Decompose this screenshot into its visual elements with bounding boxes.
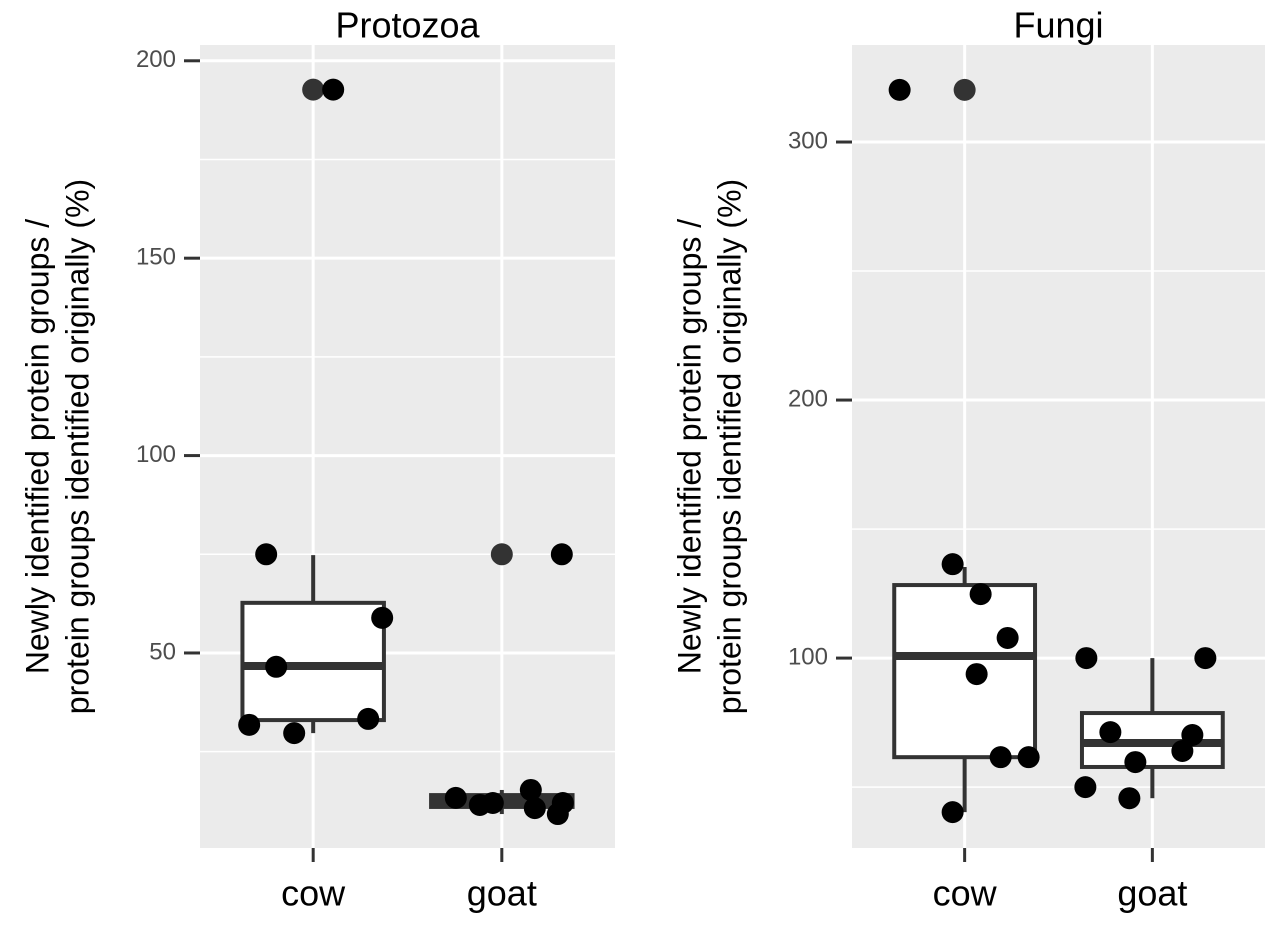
point xyxy=(265,655,288,678)
point xyxy=(444,786,467,809)
point xyxy=(519,778,542,801)
point xyxy=(322,78,345,101)
point xyxy=(550,543,573,566)
plot-background xyxy=(200,45,615,848)
point xyxy=(357,707,380,730)
point xyxy=(888,78,911,101)
point xyxy=(1171,739,1194,762)
point xyxy=(989,746,1012,769)
chart-title: Fungi xyxy=(1013,5,1103,46)
box xyxy=(240,600,386,723)
x-tick-label: cow xyxy=(933,873,998,914)
y-axis-title: Newly identified protein groups / xyxy=(671,219,707,674)
point xyxy=(255,543,278,566)
x-tick-label: cow xyxy=(281,873,346,914)
point xyxy=(371,606,394,629)
point xyxy=(523,797,546,820)
y-tick-label: 200 xyxy=(136,46,176,73)
outlier xyxy=(302,78,325,101)
chart-title: Protozoa xyxy=(335,5,480,46)
point xyxy=(551,791,574,814)
point xyxy=(996,626,1019,649)
point xyxy=(283,722,306,745)
y-tick-label: 50 xyxy=(149,638,176,665)
point xyxy=(941,553,964,576)
x-tick-label: goat xyxy=(1117,873,1187,914)
y-tick-label: 100 xyxy=(136,441,176,468)
point xyxy=(965,663,988,686)
point xyxy=(1181,723,1204,746)
point xyxy=(969,583,992,606)
outlier xyxy=(490,543,513,566)
y-tick-label: 100 xyxy=(788,643,828,670)
y-axis-title: Newly identified protein groups / xyxy=(19,219,55,674)
y-axis-title: protein groups identified originally (%) xyxy=(59,179,95,714)
y-tick-label: 150 xyxy=(136,244,176,271)
y-tick-label: 300 xyxy=(788,127,828,154)
point xyxy=(1074,776,1097,799)
box xyxy=(892,583,1038,760)
point xyxy=(238,713,261,736)
point xyxy=(941,801,964,824)
point xyxy=(1124,751,1147,774)
point xyxy=(1017,746,1040,769)
point xyxy=(1075,647,1098,670)
point xyxy=(481,791,504,814)
point xyxy=(1099,721,1122,744)
outlier xyxy=(953,78,976,101)
point xyxy=(1118,787,1141,810)
y-axis-title: protein groups identified originally (%) xyxy=(711,179,747,714)
x-tick-label: goat xyxy=(467,873,537,914)
y-tick-label: 200 xyxy=(788,385,828,412)
point xyxy=(1194,647,1217,670)
